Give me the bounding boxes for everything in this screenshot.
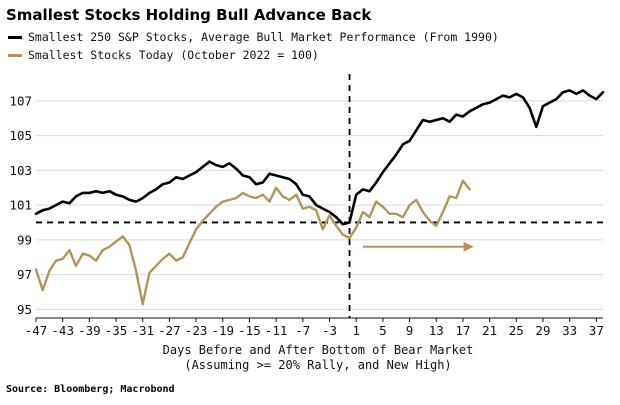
x-tick-label-13: 13 bbox=[429, 323, 444, 338]
legend-label-historical: Smallest 250 S&P Stocks, Average Bull Ma… bbox=[28, 30, 499, 44]
x-tick-label-37: 37 bbox=[589, 323, 604, 338]
x-tick-label-1: 1 bbox=[352, 323, 360, 338]
series-line-today bbox=[34, 179, 471, 306]
x-tick-label-5: 5 bbox=[379, 323, 387, 338]
legend-item-today: Smallest Stocks Today (October 2022 = 10… bbox=[8, 48, 319, 62]
y-tick-label-99: 99 bbox=[17, 232, 32, 247]
y-tick-label-97: 97 bbox=[17, 267, 32, 282]
x-tick-label-9: 9 bbox=[406, 323, 414, 338]
x-tick-label-17: 17 bbox=[455, 323, 470, 338]
y-tick-label-101: 101 bbox=[9, 198, 32, 213]
chart-title: Smallest Stocks Holding Bull Advance Bac… bbox=[6, 6, 372, 24]
y-tick-label-95: 95 bbox=[17, 302, 32, 317]
legend-swatch-historical bbox=[8, 35, 22, 39]
x-tick-label-29: 29 bbox=[535, 323, 550, 338]
legend-label-today: Smallest Stocks Today (October 2022 = 10… bbox=[28, 48, 319, 62]
trend-arrow bbox=[362, 241, 474, 252]
series-line-historical bbox=[34, 89, 605, 226]
series-lines bbox=[34, 89, 605, 306]
x-axis-label: Days Before and After Bottom of Bear Mar… bbox=[163, 343, 474, 357]
x-tick-label--43: -43 bbox=[51, 323, 74, 338]
x-tick-label--3: -3 bbox=[322, 323, 337, 338]
gridlines bbox=[36, 100, 603, 310]
x-tick-label-21: 21 bbox=[482, 323, 497, 338]
x-tick-label--27: -27 bbox=[158, 323, 181, 338]
x-tick-label--15: -15 bbox=[238, 323, 261, 338]
x-axis-label-2: (Assuming >= 20% Rally, and New High) bbox=[184, 358, 451, 372]
legend-swatch-today bbox=[8, 53, 22, 57]
x-tick-label--39: -39 bbox=[78, 323, 101, 338]
y-tick-label-107: 107 bbox=[9, 93, 32, 108]
x-tick-label-25: 25 bbox=[509, 323, 524, 338]
x-tick-label--47: -47 bbox=[25, 323, 48, 338]
x-tick-label--11: -11 bbox=[265, 323, 288, 338]
reference-lines bbox=[36, 74, 603, 318]
x-tick-label--31: -31 bbox=[131, 323, 154, 338]
x-tick-label--7: -7 bbox=[295, 323, 310, 338]
legend-item-historical: Smallest 250 S&P Stocks, Average Bull Ma… bbox=[8, 30, 499, 44]
source-note: Source: Bloomberg; Macrobond bbox=[6, 384, 175, 395]
x-tick-label--23: -23 bbox=[185, 323, 208, 338]
arrow-head bbox=[463, 241, 474, 252]
x-tick-label--19: -19 bbox=[211, 323, 234, 338]
x-tick-label-33: 33 bbox=[562, 323, 577, 338]
y-tick-label-103: 103 bbox=[9, 163, 32, 178]
y-tick-label-105: 105 bbox=[9, 128, 32, 143]
x-tick-label--35: -35 bbox=[105, 323, 128, 338]
